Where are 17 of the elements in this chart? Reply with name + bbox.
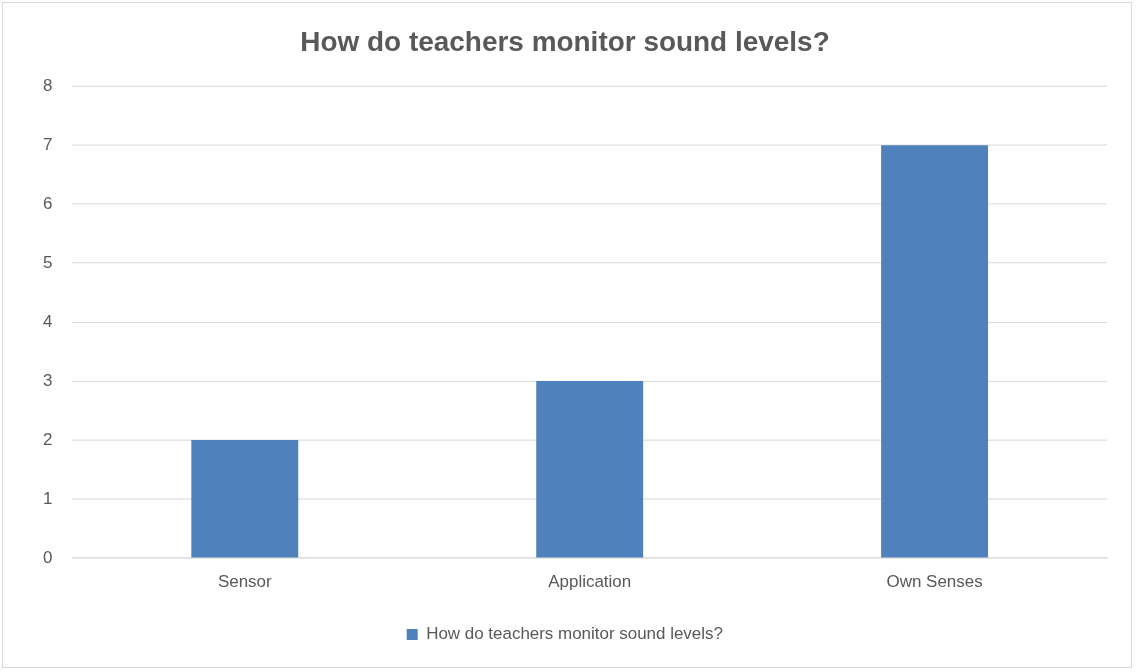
x-tick-label: Own Senses xyxy=(886,571,983,591)
y-tick-label: 6 xyxy=(42,193,53,213)
y-tick-label: 0 xyxy=(42,547,53,567)
x-tick-label: Application xyxy=(548,571,632,591)
y-tick-label: 2 xyxy=(42,429,53,449)
y-tick-label: 7 xyxy=(42,134,53,154)
y-tick-label: 1 xyxy=(42,488,53,508)
y-tick-label: 4 xyxy=(42,311,53,331)
chart-title: How do teachers monitor sound levels? xyxy=(300,26,830,58)
bar xyxy=(536,381,644,558)
bar xyxy=(191,440,299,558)
bar xyxy=(881,145,989,558)
legend-label: How do teachers monitor sound levels? xyxy=(426,624,723,644)
x-tick-label: Sensor xyxy=(217,571,272,591)
y-tick-label: 8 xyxy=(42,76,53,96)
y-tick-label: 3 xyxy=(42,370,53,390)
y-tick-label: 5 xyxy=(42,252,53,272)
